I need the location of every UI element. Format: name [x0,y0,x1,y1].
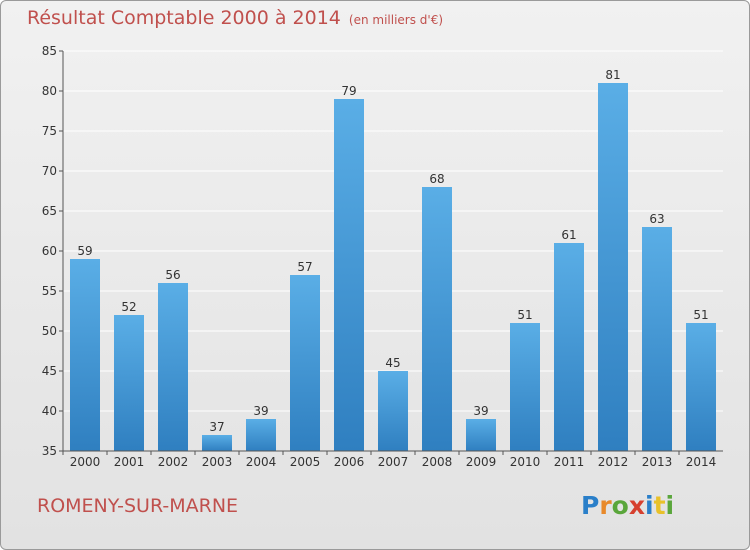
bar [510,323,540,451]
y-tick-label: 60 [42,244,57,258]
bar [290,275,320,451]
bar [378,371,408,451]
y-tick-label: 40 [42,404,57,418]
bar [422,187,452,451]
proxiti-logo: Proxiti [581,491,675,520]
y-tick-label: 55 [42,284,57,298]
bar-value-label: 79 [341,84,356,98]
bar [466,419,496,451]
bar-value-label: 45 [385,356,400,370]
bar [202,435,232,451]
y-tick-label: 80 [42,84,57,98]
y-tick-label: 85 [42,44,57,58]
bar [554,243,584,451]
bar [334,99,364,451]
bar-value-label: 37 [209,420,224,434]
bar [158,283,188,451]
labels: 35 40 45 50 55 60 65 70 75 80 85 59 2000 52 2001 56 2002… [42,44,717,469]
x-tick-label: 2001 [114,455,145,469]
bar [598,83,628,451]
x-tick-label: 2010 [510,455,541,469]
bar-value-label: 59 [77,244,92,258]
bar-value-label: 61 [561,228,576,242]
x-tick-label: 2006 [334,455,365,469]
chart-title-text: Résultat Comptable 2000 à 2014 [27,7,341,29]
bar [642,227,672,451]
bar-value-label: 63 [649,212,664,226]
y-tick-label: 45 [42,364,57,378]
bar-value-label: 51 [693,308,708,322]
bar [114,315,144,451]
y-tick-label: 65 [42,204,57,218]
x-tick-label: 2008 [422,455,453,469]
y-tick-label: 75 [42,124,57,138]
bar [70,259,100,451]
x-tick-label: 2000 [70,455,101,469]
chart-title: Résultat Comptable 2000 à 2014 (en millie… [27,7,443,29]
x-tick-label: 2012 [598,455,629,469]
x-tick-label: 2007 [378,455,409,469]
bar-value-label: 68 [429,172,444,186]
commune-name: ROMENY-SUR-MARNE [37,495,239,517]
x-tick-label: 2002 [158,455,189,469]
x-tick-label: 2004 [246,455,277,469]
bars [70,83,716,451]
x-tick-label: 2011 [554,455,585,469]
bar [246,419,276,451]
bar-value-label: 56 [165,268,180,282]
bar-value-label: 57 [297,260,312,274]
bar-value-label: 52 [121,300,136,314]
x-tick-label: 2005 [290,455,321,469]
bar-value-label: 39 [473,404,488,418]
x-tick-label: 2013 [642,455,673,469]
y-tick-label: 50 [42,324,57,338]
x-tick-label: 2003 [202,455,233,469]
x-tick-label: 2014 [686,455,717,469]
x-tick-label: 2009 [466,455,497,469]
y-tick-label: 70 [42,164,57,178]
y-tick-label: 35 [42,444,57,458]
bar [686,323,716,451]
axes [59,50,723,455]
bar-value-label: 51 [517,308,532,322]
bar-value-label: 81 [605,68,620,82]
bar-value-label: 39 [253,404,268,418]
chart-subtitle: (en milliers d'€) [348,13,444,27]
